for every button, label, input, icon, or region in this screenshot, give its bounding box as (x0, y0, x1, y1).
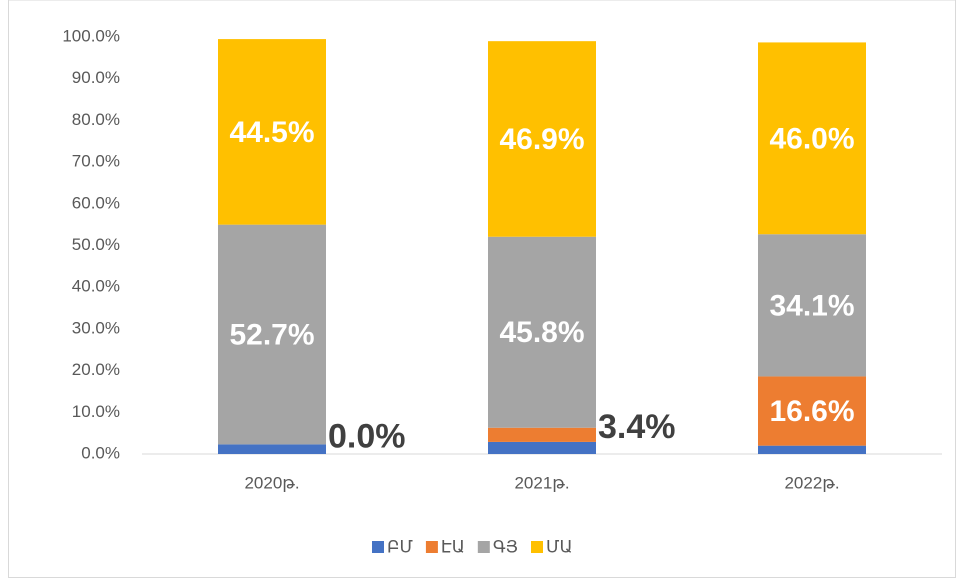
data-label: 0.0% (328, 417, 406, 455)
x-tick-label: 2021թ. (514, 473, 569, 492)
data-label: 52.7% (229, 318, 314, 351)
bar-segment (758, 376, 866, 446)
y-tick-label: 90.0% (72, 68, 120, 87)
y-tick-label: 30.0% (72, 318, 120, 337)
legend-label: ԳՅ (493, 537, 518, 556)
bar-segment (488, 427, 596, 442)
bar-segment (488, 441, 596, 454)
y-tick-label: 60.0% (72, 193, 120, 212)
y-tick-label: 70.0% (72, 152, 120, 171)
x-tick-label: 2022թ. (784, 473, 839, 492)
bar-segment (758, 445, 866, 454)
data-label: 34.1% (769, 289, 854, 322)
legend-label: ՄԱ (546, 537, 572, 556)
y-tick-label: 100.0% (62, 26, 120, 45)
y-tick-label: 0.0% (81, 443, 120, 462)
bar-segment (488, 41, 596, 237)
legend-swatch (425, 541, 438, 553)
data-label: 44.5% (229, 116, 314, 149)
data-label: 45.8% (499, 316, 584, 349)
bar-segment (218, 224, 326, 445)
y-tick-label: 50.0% (72, 235, 120, 254)
data-label: 46.0% (769, 122, 854, 155)
y-tick-label: 10.0% (72, 402, 120, 421)
bar-segment (218, 444, 326, 454)
data-label: 3.4% (598, 408, 676, 446)
data-label: 46.9% (499, 123, 584, 156)
legend-swatch (531, 541, 543, 553)
legend-swatch (372, 541, 384, 553)
y-tick-label: 40.0% (72, 277, 120, 296)
bar-segment (488, 236, 596, 428)
bar-segment (218, 39, 326, 225)
legend-swatch (477, 541, 490, 553)
y-tick-label: 80.0% (72, 110, 120, 129)
x-tick-label: 2020թ. (244, 473, 299, 492)
bar-segment (758, 234, 866, 377)
data-label: 16.6% (769, 395, 854, 428)
bar-segment (758, 42, 866, 235)
legend-label: ԲՄ (387, 537, 413, 556)
legend-label: ԷԱ (441, 537, 465, 556)
y-tick-label: 20.0% (72, 360, 120, 379)
